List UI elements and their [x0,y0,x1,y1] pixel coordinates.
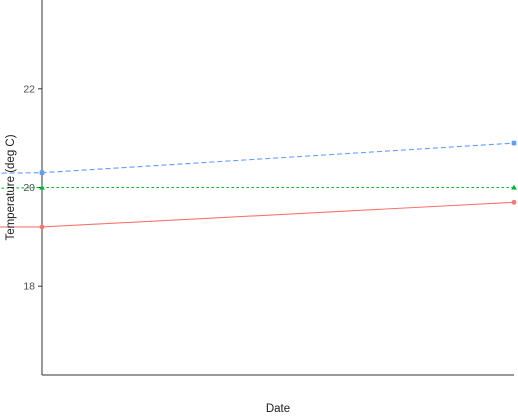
y-axis-title: Temperature (deg C) [5,134,17,240]
series-layer [0,140,517,230]
y-tick-label: 22 [23,83,35,95]
data-point-circle [511,199,517,205]
data-point-square [511,140,517,146]
data-point-circle [39,224,45,230]
series-2 [0,184,517,190]
data-point-square [39,170,45,175]
series-1-line [0,201,515,228]
y-tick-label: 18 [23,281,35,293]
series-3 [0,140,517,175]
data-point-triangle [511,184,517,190]
series-1 [0,199,517,230]
series-2-line [0,186,514,189]
series-3-line [0,142,515,174]
x-axis-title: Date [266,403,290,415]
data-point-triangle [39,184,45,190]
y-tick-label: 20 [23,182,35,194]
